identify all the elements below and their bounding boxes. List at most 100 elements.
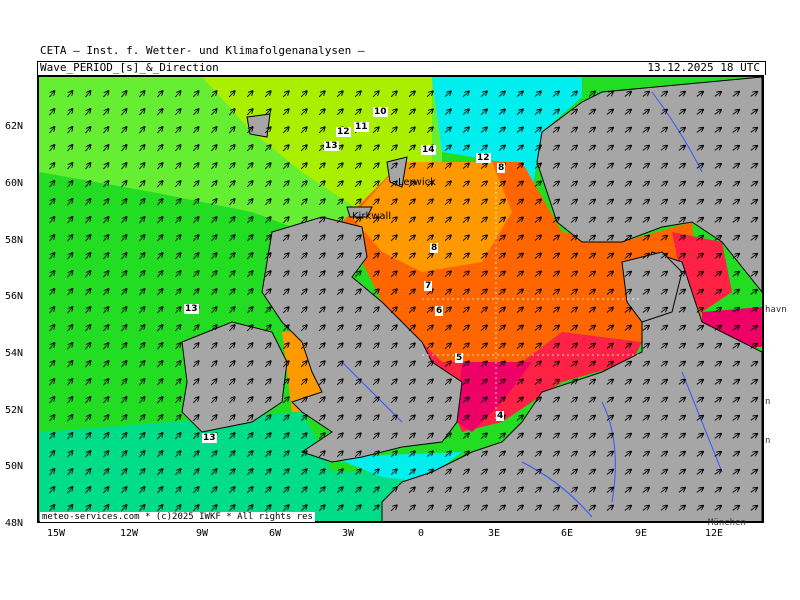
direction-arrow: [264, 505, 270, 512]
direction-arrow: [552, 451, 559, 457]
direction-arrow: [570, 325, 577, 331]
direction-arrow: [660, 452, 667, 457]
direction-arrow: [606, 127, 613, 133]
direction-arrow: [282, 199, 289, 206]
direction-arrow: [318, 145, 325, 152]
direction-arrow: [750, 236, 758, 241]
direction-arrow: [516, 325, 523, 331]
direction-arrow: [480, 127, 487, 133]
direction-arrow: [264, 271, 270, 278]
direction-arrow: [264, 469, 270, 476]
direction-arrow: [139, 109, 144, 116]
direction-arrow: [462, 451, 469, 458]
direction-arrow: [480, 217, 487, 223]
direction-arrow: [588, 91, 595, 97]
direction-arrow: [175, 325, 180, 332]
direction-arrow: [390, 379, 397, 386]
direction-arrow: [570, 235, 577, 241]
direction-arrow: [246, 289, 252, 296]
direction-arrow: [67, 451, 72, 458]
direction-arrow: [570, 253, 577, 259]
direction-arrow: [552, 145, 559, 151]
direction-arrow: [462, 415, 469, 422]
direction-arrow: [103, 109, 108, 116]
direction-arrow: [300, 181, 307, 188]
direction-arrow: [103, 271, 108, 278]
edge-text: n: [765, 397, 771, 407]
direction-arrow: [570, 469, 577, 475]
direction-arrow: [121, 145, 126, 152]
direction-arrow: [390, 217, 397, 224]
direction-arrow: [336, 217, 343, 224]
direction-arrow: [67, 271, 72, 278]
direction-arrow: [408, 415, 415, 422]
direction-arrow: [139, 397, 144, 404]
direction-arrow: [139, 487, 144, 494]
direction-arrow: [660, 200, 667, 205]
direction-arrow: [642, 128, 649, 133]
direction-arrow: [516, 91, 523, 97]
direction-arrow: [696, 128, 703, 133]
direction-arrow: [624, 200, 631, 205]
direction-arrow: [372, 325, 379, 332]
direction-arrow: [534, 235, 541, 241]
direction-arrow: [480, 487, 487, 493]
direction-arrow: [714, 92, 721, 97]
direction-arrow: [678, 506, 685, 511]
direction-arrow: [462, 505, 469, 512]
direction-arrow: [49, 289, 55, 296]
direction-arrow: [606, 469, 613, 475]
wave-period-map: [37, 75, 764, 523]
direction-arrow: [390, 199, 397, 206]
direction-arrow: [336, 361, 343, 368]
direction-arrow: [498, 451, 505, 457]
direction-arrow: [624, 434, 631, 439]
direction-arrow: [49, 379, 55, 386]
direction-arrow: [282, 325, 289, 332]
direction-arrow: [516, 145, 523, 151]
direction-arrow: [175, 343, 180, 350]
direction-arrow: [85, 469, 90, 476]
direction-arrow: [534, 397, 541, 403]
direction-arrow: [175, 397, 180, 404]
direction-arrow: [318, 505, 325, 512]
direction-arrow: [300, 127, 307, 134]
direction-arrow: [552, 271, 559, 277]
direction-arrow: [139, 199, 144, 206]
direction-arrow: [516, 361, 523, 367]
direction-arrow: [606, 325, 613, 331]
direction-arrow: [516, 379, 523, 385]
direction-arrow: [372, 145, 379, 152]
direction-arrow: [282, 217, 289, 224]
direction-arrow: [175, 505, 180, 512]
direction-arrow: [139, 343, 144, 350]
direction-arrow: [660, 110, 667, 115]
direction-arrow: [660, 506, 667, 511]
direction-arrow: [534, 343, 541, 349]
direction-arrow: [336, 343, 343, 350]
direction-arrow: [660, 92, 667, 97]
direction-arrow: [354, 415, 361, 422]
direction-arrow: [49, 163, 55, 170]
direction-arrow: [228, 307, 234, 314]
direction-arrow: [103, 415, 108, 422]
direction-arrow: [175, 433, 180, 440]
direction-arrow: [714, 236, 721, 241]
direction-arrow: [606, 487, 613, 493]
direction-arrow: [714, 326, 721, 331]
direction-arrow: [246, 343, 252, 350]
direction-arrow: [426, 217, 433, 224]
map-title: CETA – Inst. f. Wetter- und Klimafolgena…: [40, 44, 365, 57]
direction-arrow: [246, 487, 252, 494]
direction-arrow: [210, 145, 216, 152]
direction-arrow: [67, 145, 72, 152]
direction-arrow: [264, 181, 270, 188]
direction-arrow: [372, 487, 379, 494]
direction-arrow: [732, 164, 739, 169]
direction-arrow: [103, 325, 108, 332]
direction-arrow: [67, 307, 72, 314]
direction-arrow: [246, 271, 252, 278]
faroe-land: [246, 113, 271, 138]
direction-arrow: [264, 127, 270, 134]
direction-arrow: [588, 289, 595, 295]
